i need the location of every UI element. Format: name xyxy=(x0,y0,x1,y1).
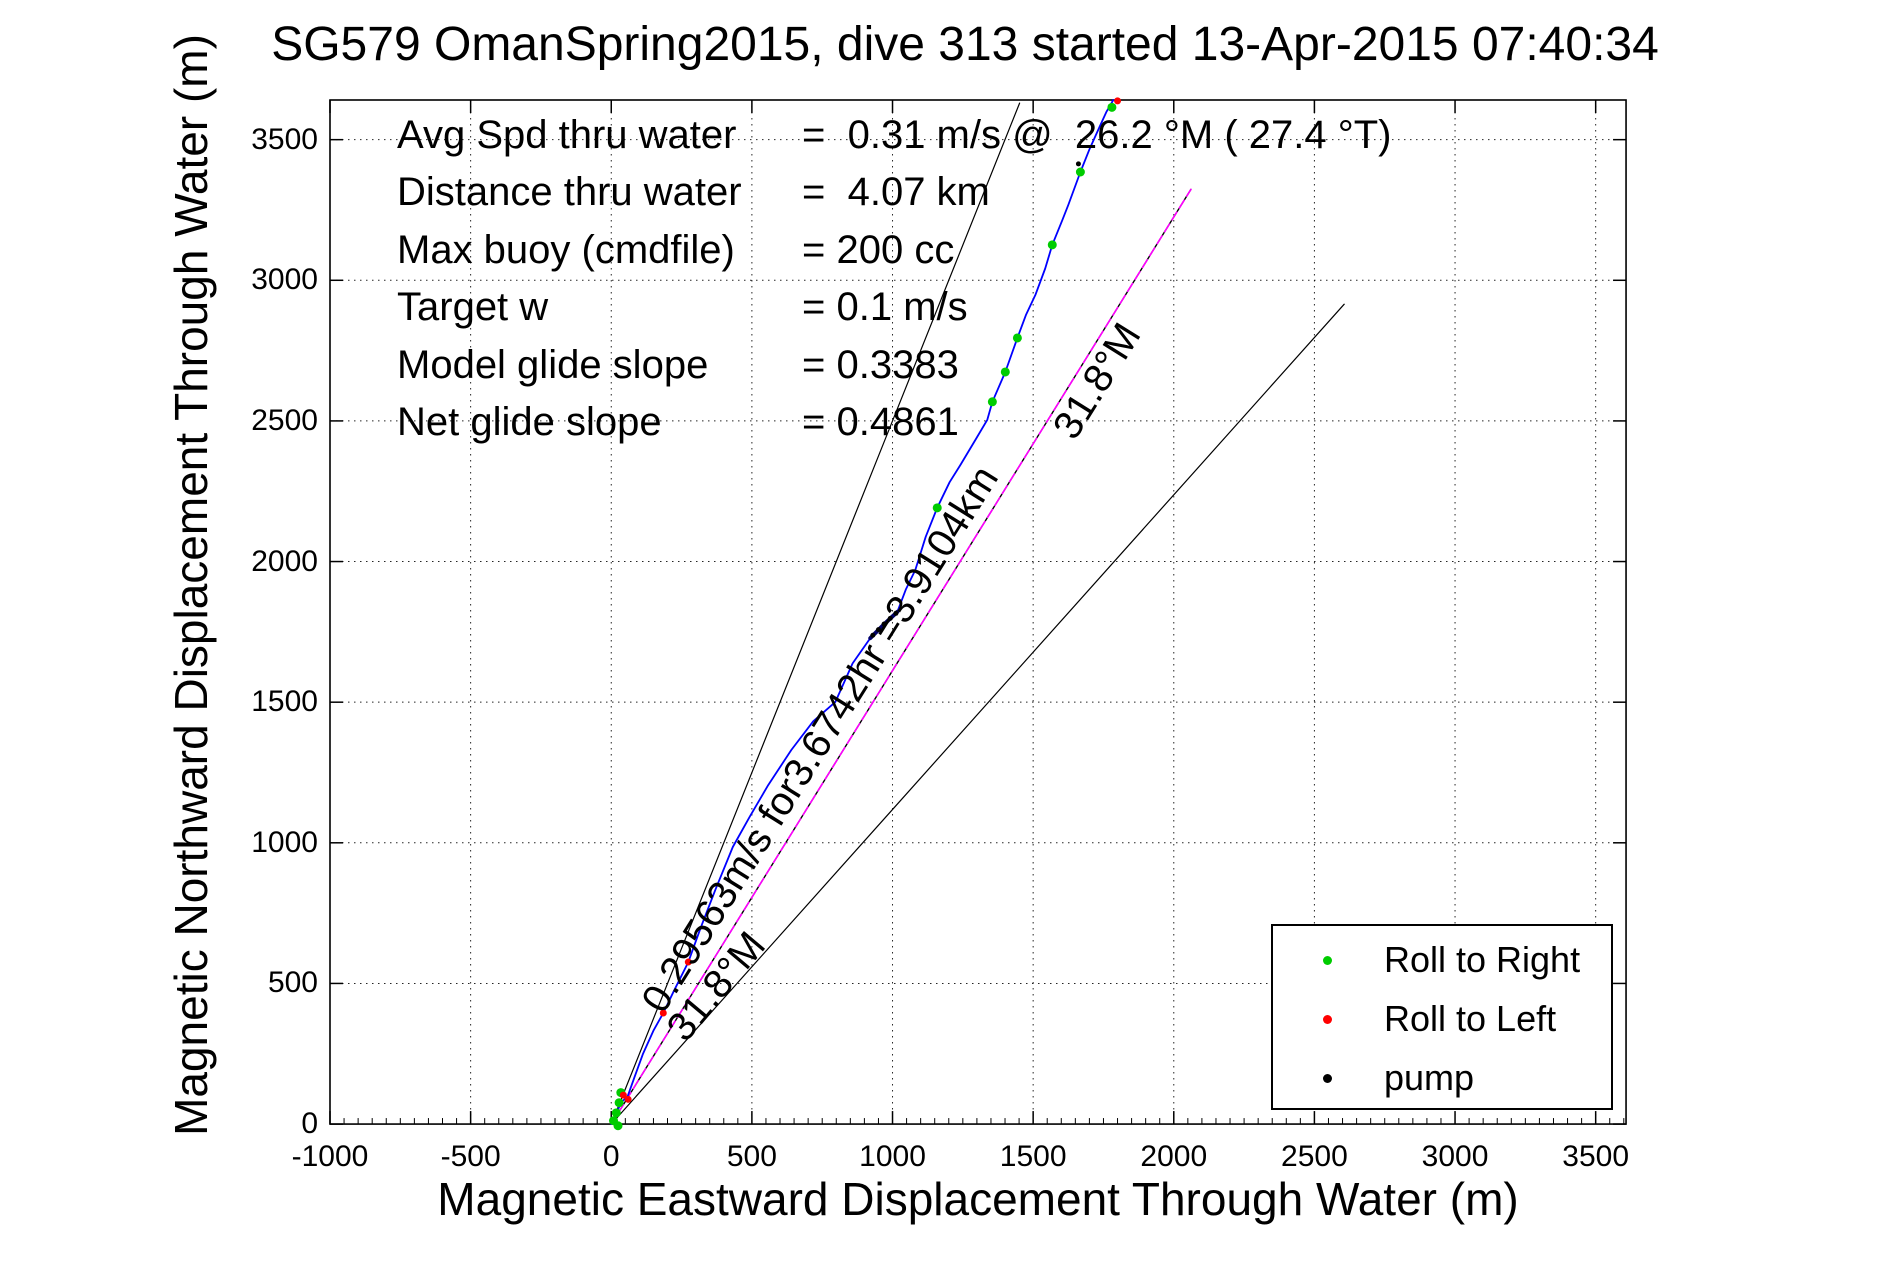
legend-item: Roll to Right xyxy=(1273,931,1611,989)
pump-marker xyxy=(887,615,893,621)
legend-item: Roll to Left xyxy=(1273,990,1611,1048)
x-tick-label: -1000 xyxy=(291,1140,369,1173)
roll-right-marker xyxy=(611,1108,621,1118)
x-tick-label: 1500 xyxy=(999,1140,1067,1173)
roll-right-marker xyxy=(614,1098,624,1108)
legend: Roll to Right Roll to Left pump xyxy=(1271,924,1613,1110)
legend-item-label: Roll to Left xyxy=(1384,998,1557,1039)
legend-item: pump xyxy=(1273,1049,1611,1107)
x-tick-label: -500 xyxy=(440,1140,501,1173)
roll-right-marker xyxy=(1047,240,1057,250)
stat-row: Avg Spd thru water = 0.31 m/s @ 26.2 °M … xyxy=(0,113,1391,161)
y-tick-label: 2000 xyxy=(251,544,318,578)
y-tick-label: 2500 xyxy=(251,403,318,437)
pump-marker xyxy=(870,632,876,638)
stat-row: Max buoy (cmdfile) = 200 cc xyxy=(0,228,1300,276)
roll-left-marker xyxy=(1114,97,1122,105)
roll-right-marker xyxy=(613,1121,623,1131)
roll-left-marker xyxy=(659,1009,667,1017)
bearing-line-41.8M xyxy=(610,303,1345,1125)
stat-row: Target w = 0.1 m/s xyxy=(0,285,1300,333)
desired-track-31.8M-magenta xyxy=(610,188,1192,1125)
stat-row: Model glide slope = 0.3383 xyxy=(0,343,1300,391)
stat-value: = 0.31 m/s @ 26.2 °M ( 27.4 °T) xyxy=(802,113,1392,157)
pump-marker xyxy=(1075,161,1081,167)
bearing-line-21.8M xyxy=(610,102,1021,1125)
line-label: 0.29563m/s for3.6742hr =3.9104km xyxy=(633,458,1007,1020)
x-axis-label: Magnetic Eastward Displacement Through W… xyxy=(437,1173,1519,1225)
stat-value: = 4.07 km xyxy=(802,170,990,214)
roll-left-marker-icon xyxy=(1323,1015,1332,1024)
stat-value: = 0.4861 xyxy=(802,400,959,444)
roll-left-marker xyxy=(684,958,692,966)
roll-right-marker xyxy=(1107,102,1117,112)
x-tick-label: 1000 xyxy=(859,1140,926,1173)
x-tick-label: 2500 xyxy=(1281,1140,1348,1173)
roll-right-marker xyxy=(987,397,997,407)
y-tick-label: 3500 xyxy=(251,122,318,156)
x-tick-label: 0 xyxy=(602,1140,620,1173)
stat-value: = 0.1 m/s xyxy=(802,285,968,329)
stat-row: Net glide slope = 0.4861 xyxy=(0,400,1300,448)
pump-marker xyxy=(881,621,887,627)
stat-label: Model glide slope xyxy=(397,343,709,387)
roll-right-marker xyxy=(1075,167,1085,177)
legend-item-label: Roll to Right xyxy=(1384,939,1581,980)
roll-right-marker xyxy=(932,503,942,513)
y-tick-label: 500 xyxy=(267,966,318,1000)
chart-title: SG579 OmanSpring2015, dive 313 started 1… xyxy=(271,18,1659,71)
y-tick-label: 0 xyxy=(301,1107,318,1141)
axes-border xyxy=(329,99,1627,1125)
roll-left-marker xyxy=(624,1095,632,1103)
y-tick-label: 1500 xyxy=(251,685,318,719)
x-tick-label: 2000 xyxy=(1140,1140,1208,1173)
stat-label: Avg Spd thru water xyxy=(397,113,737,157)
pump-marker xyxy=(875,627,881,633)
roll-right-marker xyxy=(1000,367,1010,377)
x-tick-label: 3000 xyxy=(1421,1140,1489,1173)
stat-label: Max buoy (cmdfile) xyxy=(397,228,735,272)
legend-item-label: pump xyxy=(1384,1057,1475,1098)
x-tick-label: 3500 xyxy=(1562,1140,1630,1173)
stat-value: = 200 cc xyxy=(802,228,955,272)
roll-left-marker xyxy=(619,1091,627,1099)
stat-label: Net glide slope xyxy=(397,400,662,444)
stat-label: Distance thru water xyxy=(397,170,742,214)
pump-marker xyxy=(893,610,899,616)
x-tick-label: 500 xyxy=(726,1140,777,1173)
stat-label: Target w xyxy=(397,285,549,329)
pump-marker-icon xyxy=(1323,1074,1332,1083)
stat-row: Distance thru water = 4.07 km xyxy=(0,170,1300,218)
roll-right-marker-icon xyxy=(1323,956,1332,965)
stat-value: = 0.3383 xyxy=(802,343,959,387)
roll-right-marker xyxy=(1012,333,1022,343)
y-tick-label: 1000 xyxy=(251,825,318,859)
y-tick-label: 3000 xyxy=(251,263,318,297)
